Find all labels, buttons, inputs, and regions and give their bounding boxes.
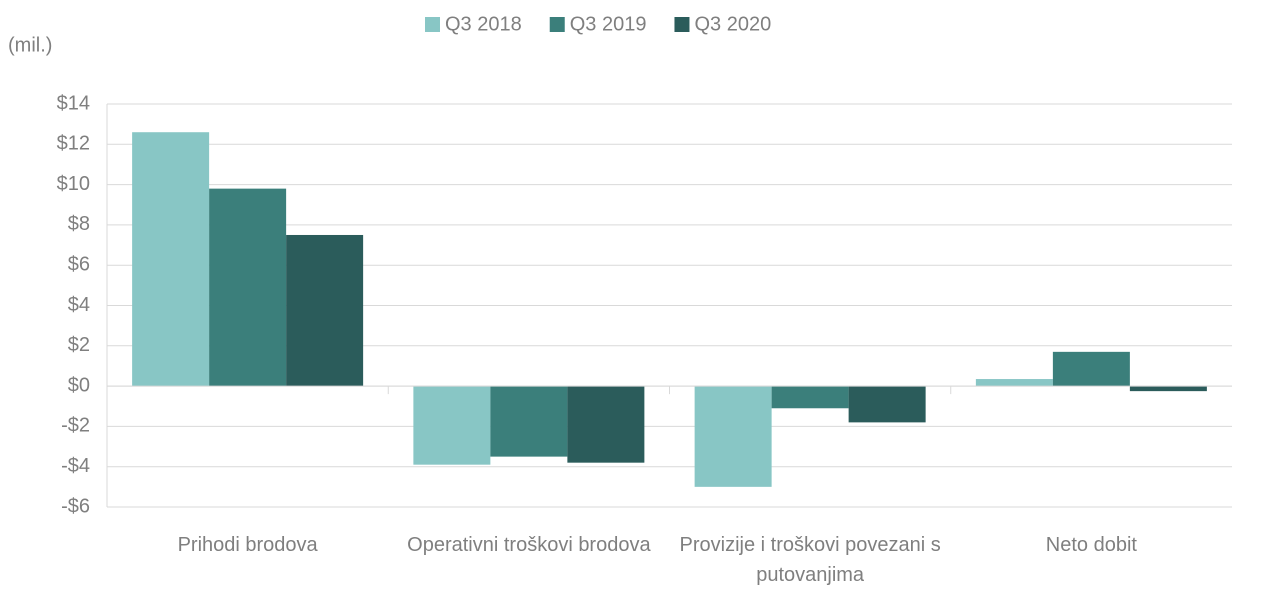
- bar: [694, 386, 772, 487]
- y-tick-label: $12: [57, 133, 90, 155]
- bar: [771, 386, 849, 409]
- bar: [1052, 351, 1130, 387]
- bar: [567, 386, 645, 463]
- y-axis-label: (mil.): [8, 34, 52, 56]
- x-tick-label: Provizije i troškovi povezani s putovanj…: [679, 534, 941, 586]
- bar: [132, 132, 210, 387]
- x-tick-label: Neto dobit: [1045, 534, 1137, 556]
- y-tick-label: $4: [68, 294, 90, 316]
- x-tick-label: Prihodi brodova: [177, 534, 318, 556]
- bar: [413, 386, 491, 465]
- legend-label: Q3 2018: [445, 13, 522, 35]
- legend-label: Q3 2019: [570, 13, 647, 35]
- y-tick-label: -$2: [61, 415, 90, 437]
- legend-swatch: [549, 17, 565, 32]
- y-tick-label: -$6: [61, 495, 90, 517]
- bar: [1129, 386, 1207, 392]
- bar: [848, 386, 926, 423]
- y-tick-label: $2: [68, 334, 90, 356]
- x-tick-label: Operativni troškovi brodova: [407, 534, 651, 556]
- y-tick-label: $10: [57, 173, 90, 195]
- legend-label: Q3 2020: [694, 13, 771, 35]
- bar: [490, 386, 568, 457]
- y-tick-label: $0: [68, 374, 90, 396]
- y-tick-label: -$4: [61, 455, 90, 477]
- y-tick-label: $14: [57, 92, 90, 114]
- legend-swatch: [425, 17, 440, 32]
- bar: [209, 188, 287, 387]
- bar: [975, 379, 1053, 387]
- bar: [286, 234, 364, 387]
- y-tick-label: $6: [68, 253, 90, 275]
- y-tick-label: $8: [68, 213, 90, 235]
- legend-swatch: [674, 17, 690, 32]
